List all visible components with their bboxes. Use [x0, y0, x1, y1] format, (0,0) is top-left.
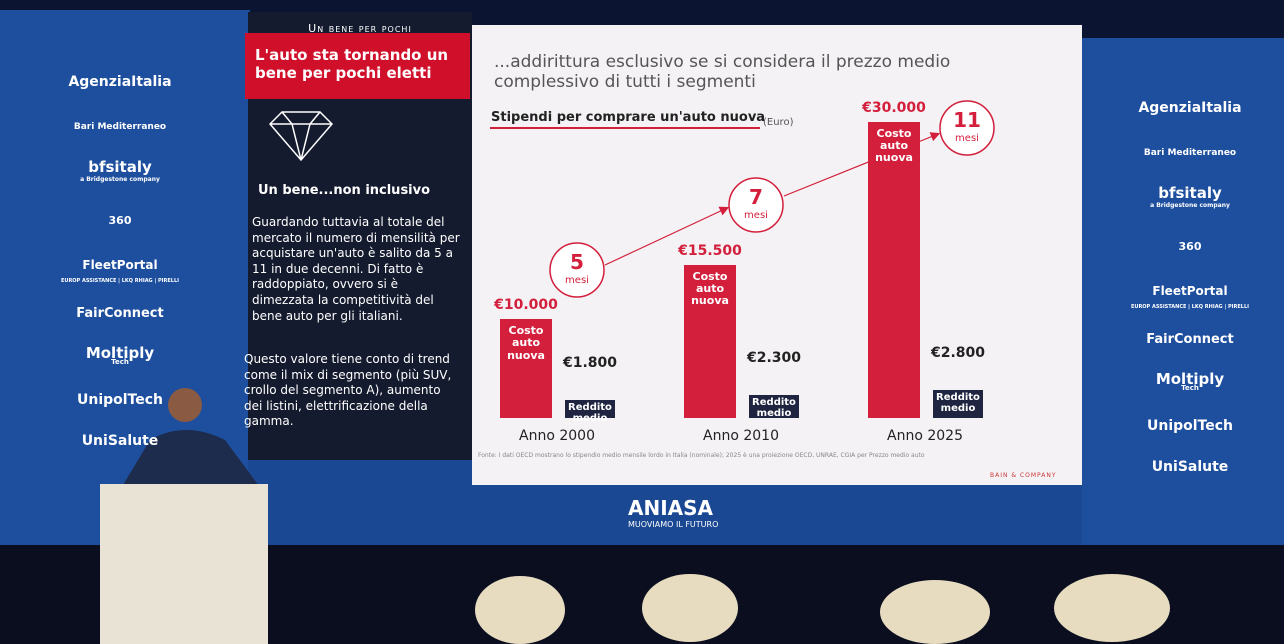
sponsor-logo: Tech [1181, 384, 1199, 392]
sponsor-logo: Moltiply [85, 344, 155, 362]
sponsor-logo: UnipolTech [1146, 418, 1234, 434]
value-label: €1.800 [562, 355, 618, 372]
sponsor-logo: UniSalute [1151, 459, 1229, 475]
credit: BAIN & COMPANY [990, 472, 1057, 479]
led-panel-right [1082, 38, 1284, 545]
footer-tagline: MUOVIAMO IL FUTURO [628, 520, 719, 529]
sponsor-logo: FairConnect [76, 306, 164, 321]
value-label: €10.000 [494, 297, 558, 314]
sponsor-logo: UniSalute [81, 433, 159, 449]
bar [933, 390, 983, 418]
chair [880, 580, 990, 644]
sponsor-logo: Bari Mediterraneo [1143, 148, 1237, 158]
diamond-icon [268, 111, 334, 162]
sponsor-logo: 360 [108, 214, 132, 227]
value-label: €15.500 [678, 243, 742, 260]
speaker-head [168, 388, 202, 422]
bar-label: Reddito medio [936, 392, 980, 415]
speaker-body [120, 430, 262, 490]
source-note: Fonte: I dati OECD mostrano lo stipendio… [478, 452, 925, 459]
bar-label: Costo auto nuova [691, 270, 729, 308]
sponsor-logo: AgenziaItalia [68, 74, 172, 90]
bar-label: Reddito medio [752, 397, 796, 420]
paragraph: Guardando tuttavia al totale del mercato… [252, 215, 460, 323]
slide-heading: ...addirittura esclusivo se si considera… [494, 52, 951, 93]
sponsor-logo: Moltiply [1155, 370, 1225, 388]
bar-label: Costo auto nuova [507, 324, 545, 362]
sponsor-logo: FleetPortal [82, 258, 158, 272]
x-tick-label: Anno 2025 [887, 428, 963, 444]
months-value: 5 [570, 250, 584, 274]
value-label: €2.300 [746, 350, 802, 367]
sponsor-logo: 360 [1178, 240, 1202, 253]
value-label: €2.800 [930, 345, 986, 362]
sponsor-logo: bfsitaly [1158, 184, 1222, 202]
panel-subtitle: Un bene...non inclusivo [258, 183, 431, 198]
sponsor-logo: EUROP ASSISTANCE | LKQ RHIAG | PIRELLI [60, 278, 179, 284]
months-unit: mesi [744, 210, 768, 221]
x-tick-label: Anno 2010 [703, 428, 779, 444]
sponsor-logo: a Bridgestone company [1150, 202, 1230, 209]
months-unit: mesi [955, 133, 979, 144]
podium [100, 484, 268, 644]
months-circle [549, 242, 605, 298]
chair [642, 574, 738, 642]
months-circle [939, 100, 995, 156]
x-tick-label: Anno 2000 [519, 428, 595, 444]
months-unit: mesi [565, 275, 589, 286]
bar [868, 122, 920, 418]
sponsor-logo: Tech [111, 358, 129, 366]
bar-label: Costo auto nuova [875, 127, 913, 165]
sponsor-logo: EUROP ASSISTANCE | LKQ RHIAG | PIRELLI [1130, 304, 1249, 310]
headline-box [245, 33, 470, 99]
sponsor-logo: UnipolTech [76, 392, 164, 408]
sponsor-logo: AgenziaItalia [1138, 100, 1242, 116]
footer-logo: ANIASA [628, 496, 714, 520]
bar-label: Reddito medio [568, 402, 612, 425]
sponsor-logo: FairConnect [1146, 332, 1234, 347]
chart-title: Stipendi per comprare un'auto nuova [491, 110, 766, 125]
months-value: 7 [749, 185, 763, 209]
sponsor-logo: a Bridgestone company [80, 176, 160, 183]
months-circle [728, 177, 784, 233]
bar [684, 265, 736, 418]
chair [475, 576, 565, 644]
sponsor-logo: Bari Mediterraneo [73, 122, 167, 132]
months-value: 11 [953, 108, 981, 132]
sponsor-logo: FleetPortal [1152, 284, 1228, 298]
value-label: €30.000 [862, 100, 926, 116]
paragraph: Questo valore tiene conto di trend come … [244, 352, 452, 429]
kicker: Un bene per pochi [308, 22, 412, 35]
chair [1054, 574, 1170, 642]
bar [500, 319, 552, 418]
bar [749, 395, 799, 418]
sponsor-logo: bfsitaly [88, 158, 152, 176]
bar [565, 400, 615, 418]
trend-arrow [604, 206, 730, 266]
headline: L'auto sta tornando un bene per pochi el… [255, 46, 449, 82]
chart-subtitle: (Euro) [763, 117, 794, 128]
